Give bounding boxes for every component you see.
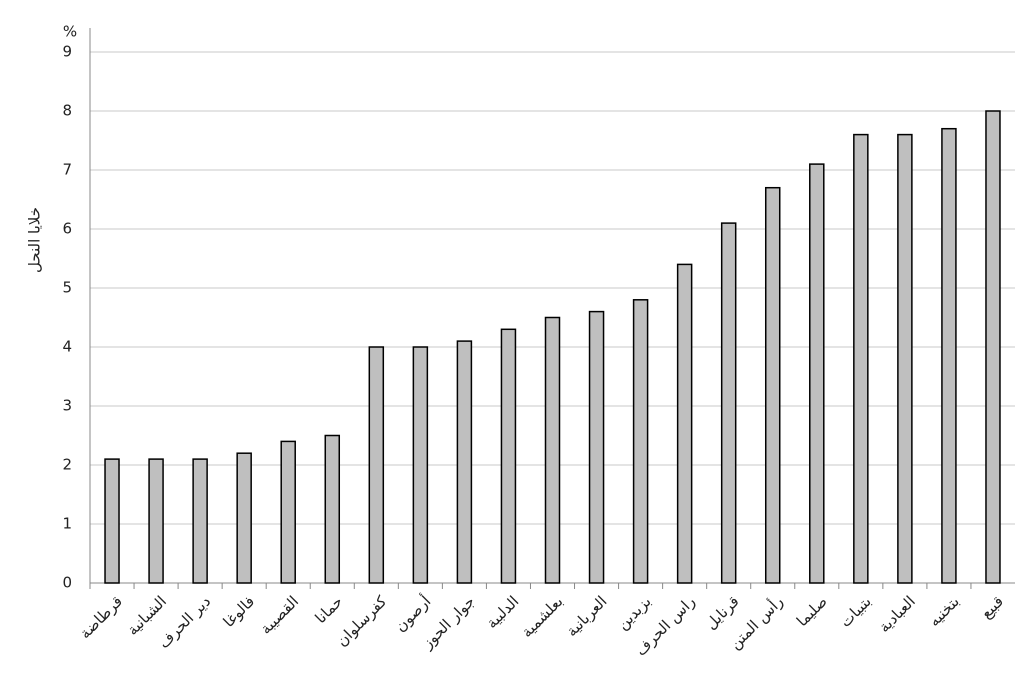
bar — [632, 299, 649, 584]
bar — [456, 340, 473, 584]
y-tick-label: 4 — [62, 338, 72, 356]
bar — [148, 458, 164, 584]
x-tick-label: حمانا — [311, 592, 346, 627]
bar — [985, 110, 1001, 584]
bar — [412, 346, 429, 584]
bar — [897, 133, 913, 584]
y-tick-label: 3 — [62, 397, 72, 415]
x-tick-label: قرنايل — [702, 592, 743, 633]
y-tick-label: 6 — [62, 220, 72, 238]
x-tick-label: العبادية — [875, 592, 919, 636]
bar — [676, 263, 693, 584]
y-tick-label: 7 — [62, 161, 72, 179]
x-tick-label: القصيبة — [257, 592, 303, 638]
x-tick-label: قرطاضة — [76, 592, 126, 642]
bar — [853, 133, 869, 584]
x-tick-label: بتبيات — [836, 592, 875, 631]
bar — [809, 163, 825, 584]
y-tick-label: 2 — [62, 456, 72, 474]
bar — [720, 222, 737, 584]
x-tick-label: بزبدين — [614, 592, 655, 633]
x-tick-label: العربانية — [563, 592, 611, 640]
y-tick-label: 9 — [62, 43, 72, 61]
bar — [544, 316, 561, 584]
bar — [280, 440, 296, 584]
y-axis-label: خلايا النحل — [26, 207, 44, 273]
y-tick-label: 1 — [62, 515, 72, 533]
x-tick-label: بعلشمية — [518, 592, 567, 641]
y-unit: % — [63, 23, 77, 41]
x-tick-label: قبيع — [977, 592, 1007, 622]
x-tick-label: صليما — [793, 592, 831, 630]
bar — [236, 452, 252, 584]
x-tick-label: الدلبية — [483, 592, 523, 632]
bar — [324, 434, 341, 584]
bar — [368, 346, 385, 584]
bar — [941, 127, 957, 584]
x-tick-label: بتخنيه — [925, 592, 963, 630]
bar — [500, 328, 517, 584]
bar — [104, 458, 120, 584]
x-tick-label: فالوغا — [220, 592, 259, 631]
bar — [588, 310, 605, 584]
bar — [192, 458, 208, 584]
y-tick-label: 8 — [62, 102, 72, 120]
bar — [764, 186, 781, 584]
y-tick-label: 0 — [62, 574, 72, 592]
y-tick-label: 5 — [62, 279, 72, 297]
